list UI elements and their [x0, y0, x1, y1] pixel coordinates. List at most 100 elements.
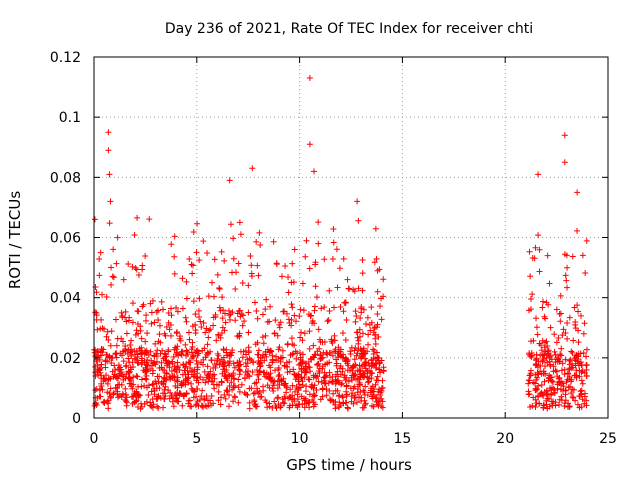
- data-point: [168, 367, 175, 374]
- data-point: [241, 375, 248, 382]
- data-point: [142, 252, 149, 259]
- data-point: [356, 362, 363, 369]
- data-point: [299, 382, 306, 389]
- data-point: [533, 324, 540, 331]
- data-point: [191, 388, 198, 395]
- data-point: [247, 252, 254, 259]
- data-point: [306, 391, 313, 398]
- data-point: [227, 221, 234, 228]
- data-point: [251, 397, 258, 404]
- data-point: [353, 329, 360, 336]
- data-point: [174, 398, 181, 405]
- data-point: [167, 305, 174, 312]
- data-point: [538, 347, 545, 354]
- data-point: [294, 350, 301, 357]
- data-point: [271, 330, 278, 337]
- data-point: [362, 400, 369, 407]
- data-point: [218, 379, 225, 386]
- data-point: [207, 326, 214, 333]
- data-point: [569, 386, 576, 393]
- data-point: [156, 373, 163, 380]
- data-point: [300, 307, 307, 314]
- data-point: [318, 379, 325, 386]
- data-point: [557, 318, 564, 325]
- data-point: [356, 326, 363, 333]
- data-point: [352, 394, 359, 401]
- data-point: [305, 376, 312, 383]
- data-point: [577, 312, 584, 319]
- data-point: [324, 318, 331, 325]
- data-point: [248, 270, 255, 277]
- data-point: [98, 361, 105, 368]
- data-point: [210, 293, 217, 300]
- data-point: [183, 360, 190, 367]
- data-point: [572, 325, 579, 332]
- data-point: [348, 374, 355, 381]
- data-point: [371, 385, 378, 392]
- data-point: [352, 376, 359, 383]
- data-point: [163, 323, 170, 330]
- data-point: [288, 316, 295, 323]
- data-point: [128, 383, 135, 390]
- data-point: [138, 335, 145, 342]
- data-point: [187, 403, 194, 410]
- data-point: [154, 347, 161, 354]
- data-point: [553, 355, 560, 362]
- data-point: [136, 392, 143, 399]
- data-point: [236, 366, 243, 373]
- data-point: [192, 321, 199, 328]
- data-point: [224, 388, 231, 395]
- data-point: [362, 383, 369, 390]
- data-point: [209, 279, 216, 286]
- data-point: [193, 249, 200, 256]
- y-tick-label: 0.08: [50, 170, 81, 186]
- data-point: [365, 331, 372, 338]
- data-point: [158, 379, 165, 386]
- data-point: [178, 380, 185, 387]
- data-point: [227, 351, 234, 358]
- data-point: [542, 339, 549, 346]
- data-point: [296, 362, 303, 369]
- data-point: [333, 246, 340, 253]
- data-point: [230, 398, 237, 405]
- data-point: [123, 371, 130, 378]
- data-point: [529, 254, 536, 261]
- data-point: [146, 216, 153, 223]
- data-point: [123, 362, 130, 369]
- data-point: [533, 376, 540, 383]
- data-point: [274, 385, 281, 392]
- data-point: [216, 304, 223, 311]
- data-point: [116, 381, 123, 388]
- data-point: [98, 346, 105, 353]
- data-point: [554, 358, 561, 365]
- data-point: [272, 317, 279, 324]
- data-point: [264, 404, 271, 411]
- data-point: [550, 363, 557, 370]
- data-point: [174, 384, 181, 391]
- data-point: [376, 366, 383, 373]
- data-point: [174, 308, 181, 315]
- data-point: [572, 397, 579, 404]
- data-point: [107, 342, 114, 349]
- data-point: [151, 385, 158, 392]
- data-point: [525, 377, 532, 384]
- data-point: [194, 375, 201, 382]
- data-point: [186, 359, 193, 366]
- data-point: [291, 312, 298, 319]
- data-point: [255, 272, 262, 279]
- data-point: [201, 368, 208, 375]
- data-point: [577, 388, 584, 395]
- data-point: [326, 369, 333, 376]
- data-point: [207, 368, 214, 375]
- data-point: [532, 387, 539, 394]
- data-point: [215, 382, 222, 389]
- data-point: [261, 357, 268, 364]
- data-point: [135, 391, 142, 398]
- data-point: [174, 374, 181, 381]
- data-point: [358, 355, 365, 362]
- data-point: [232, 394, 239, 401]
- data-point: [236, 219, 243, 226]
- data-point: [537, 368, 544, 375]
- data-point: [364, 314, 371, 321]
- data-point: [286, 394, 293, 401]
